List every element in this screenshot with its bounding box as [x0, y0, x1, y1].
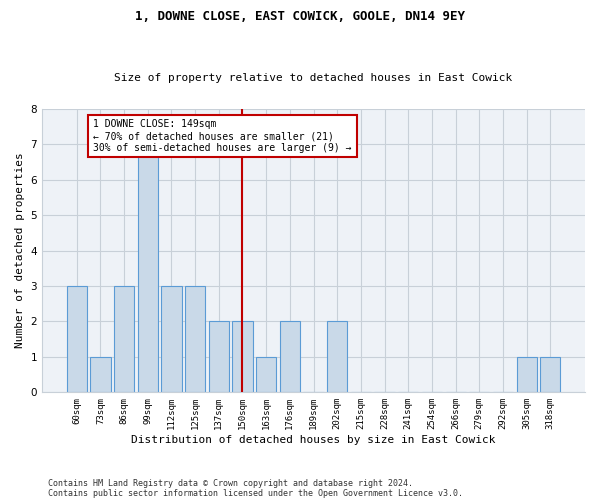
Bar	[138, 144, 158, 392]
Bar	[517, 357, 536, 392]
Bar	[327, 322, 347, 392]
Bar	[540, 357, 560, 392]
Text: Contains HM Land Registry data © Crown copyright and database right 2024.: Contains HM Land Registry data © Crown c…	[48, 478, 413, 488]
Bar	[256, 357, 276, 392]
Text: 1 DOWNE CLOSE: 149sqm
← 70% of detached houses are smaller (21)
30% of semi-deta: 1 DOWNE CLOSE: 149sqm ← 70% of detached …	[94, 120, 352, 152]
Bar	[91, 357, 110, 392]
Text: 1, DOWNE CLOSE, EAST COWICK, GOOLE, DN14 9EY: 1, DOWNE CLOSE, EAST COWICK, GOOLE, DN14…	[135, 10, 465, 23]
Bar	[185, 286, 205, 393]
Bar	[280, 322, 300, 392]
Title: Size of property relative to detached houses in East Cowick: Size of property relative to detached ho…	[115, 73, 512, 83]
Bar	[161, 286, 182, 393]
X-axis label: Distribution of detached houses by size in East Cowick: Distribution of detached houses by size …	[131, 435, 496, 445]
Bar	[209, 322, 229, 392]
Y-axis label: Number of detached properties: Number of detached properties	[15, 152, 25, 348]
Bar	[67, 286, 87, 393]
Bar	[114, 286, 134, 393]
Text: Contains public sector information licensed under the Open Government Licence v3: Contains public sector information licen…	[48, 488, 463, 498]
Bar	[232, 322, 253, 392]
